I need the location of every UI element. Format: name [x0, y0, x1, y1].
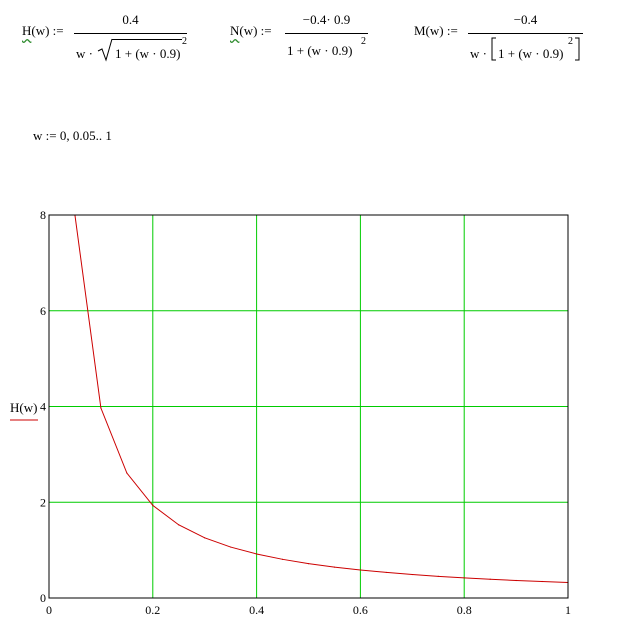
data-point — [230, 546, 232, 548]
data-point — [515, 579, 517, 582]
left-bracket-icon — [491, 37, 496, 61]
x-tick-label: 1 — [565, 603, 571, 617]
x-tick-label: 0.4 — [249, 603, 264, 617]
data-point — [307, 563, 310, 565]
equation-m[interactable]: M(w) := −0.4 w · 1 + (w · 0.9) 2 — [414, 10, 589, 65]
equation-n-den-base: 1 + (w · 0.9) — [287, 43, 353, 58]
plot-frame — [48, 214, 569, 599]
equation-n-letter: N — [230, 23, 240, 38]
equation-n[interactable]: N(w) := −0.4· 0.9 1 + (w · 0.9) 2 — [230, 10, 375, 65]
equation-n-args: (w) := — [239, 23, 272, 38]
equation-h[interactable]: H(w) := 0.4 w · 1 + (w · 0.9) 2 — [22, 10, 197, 65]
data-point — [281, 558, 284, 560]
data-point — [256, 553, 258, 555]
series-layer — [74, 214, 569, 584]
equation-m-den-prefix: w · — [470, 46, 487, 61]
y-tick-label: 0 — [40, 591, 46, 605]
range-definition[interactable]: w := 0, 0.05.. 1 — [33, 128, 112, 143]
data-point — [152, 504, 154, 507]
y-tick-label: 6 — [40, 304, 46, 318]
equation-m-label: M(w) := — [414, 23, 458, 38]
equation-h-den-prefix: w · — [76, 46, 93, 61]
y-tick-label: 2 — [40, 495, 46, 509]
y-tick-label: 8 — [40, 208, 46, 222]
equation-m-exponent: 2 — [568, 36, 573, 47]
equation-n-fraction-bar — [285, 33, 368, 34]
equation-h-args: (w) := — [31, 23, 64, 38]
tick-label-layer: 0 0.2 0.4 0.6 0.8 1 0 2 4 6 8 — [40, 208, 571, 617]
sqrt-overbar — [112, 39, 182, 40]
data-point — [178, 524, 180, 526]
equation-n-exponent: 2 — [361, 36, 366, 47]
data-point — [541, 580, 543, 583]
right-bracket-icon — [575, 37, 580, 61]
x-tick-label: 0.8 — [457, 603, 472, 617]
data-point — [437, 575, 439, 577]
y-tick-label: 4 — [40, 400, 46, 414]
equation-h-numerator: 0.4 — [122, 12, 139, 27]
equation-n-numerator: −0.4· 0.9 — [302, 12, 351, 27]
equation-n-label: N(w) := — [230, 23, 272, 39]
equation-h-exponent: 2 — [182, 36, 187, 47]
x-tick-label: 0.6 — [353, 603, 368, 617]
data-point — [333, 566, 336, 568]
data-point — [463, 577, 465, 579]
equation-m-numerator: −0.4 — [513, 12, 538, 27]
x-tick-label: 0 — [46, 603, 52, 617]
equation-h-fraction-bar — [74, 33, 187, 34]
series-line-h — [74, 215, 569, 583]
data-point — [100, 407, 102, 409]
equation-h-radicand: 1 + (w · 0.9) — [115, 46, 181, 61]
grid-layer — [49, 215, 568, 598]
equation-h-letter: H — [22, 23, 32, 38]
data-point — [385, 571, 387, 574]
data-point — [126, 472, 128, 474]
data-point — [411, 573, 413, 576]
equation-m-fraction-bar — [468, 33, 583, 34]
data-point — [204, 537, 206, 539]
sqrt-icon — [97, 38, 113, 62]
y-axis-label: H(w) — [10, 400, 37, 415]
x-tick-label: 0.2 — [145, 603, 160, 617]
data-point — [359, 569, 361, 571]
equation-m-den-inner: 1 + (w · 0.9) — [498, 46, 564, 61]
data-point — [489, 578, 491, 580]
equation-h-label: H(w) := — [22, 23, 64, 39]
